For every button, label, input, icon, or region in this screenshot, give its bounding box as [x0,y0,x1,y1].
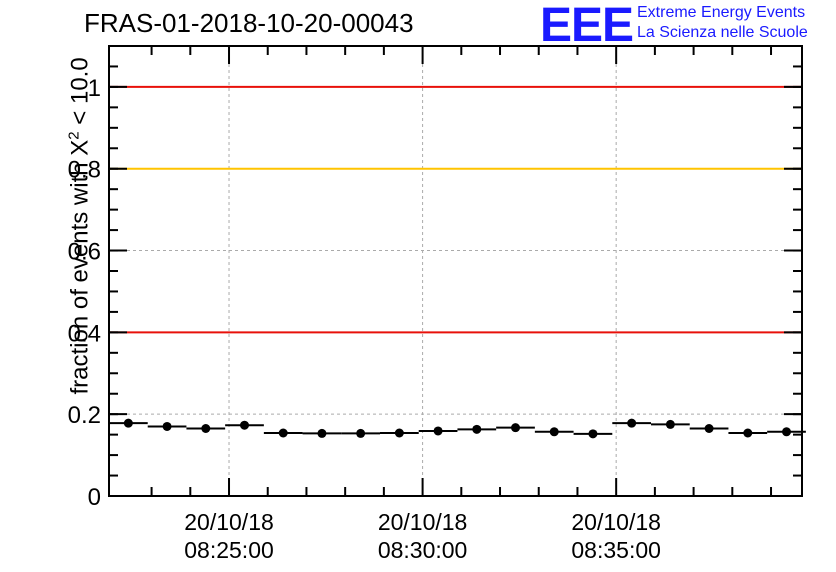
y-tick-label: 0.6 [68,239,101,266]
data-point [162,421,172,431]
data-point [627,418,637,428]
data-point [394,428,404,438]
reference-lines [109,85,802,334]
y-tick-label: 0.8 [68,157,101,184]
eee-logo: EEE [540,0,634,52]
x-tick-label-date: 20/10/18 [571,509,661,535]
y-axis-label: fraction of events with X2 < 10.0 [65,57,94,395]
data-points [109,418,806,439]
data-point [511,423,521,433]
x-tick-label-date: 20/10/18 [378,509,468,535]
data-point [240,420,250,430]
y-tick-label: 1 [88,75,101,102]
chart-title: FRAS-01-2018-10-20-00043 [84,8,414,38]
data-point [665,419,675,429]
y-axis: 0 0.2 0.4 0.6 0.8 1 [68,45,802,511]
data-point [743,428,753,438]
y-tick-label: 0 [88,484,101,511]
data-point [123,418,133,428]
x-axis: 20/10/1808:25:0020/10/1808:30:0020/10/18… [150,46,773,563]
x-tick-label-time: 08:25:00 [184,537,274,563]
data-point [782,427,792,437]
data-point [704,424,714,433]
y-tick-label: 0.2 [68,402,101,429]
data-point [201,424,211,433]
y-tick-label: 0.4 [68,320,101,347]
data-point [472,424,482,434]
data-point [433,426,443,436]
data-point [549,427,559,437]
x-tick-label-date: 20/10/18 [184,509,274,535]
data-point [278,428,288,438]
data-point [317,428,327,438]
x-tick-label-time: 08:30:00 [378,537,468,563]
data-point [588,429,598,439]
data-point [356,428,366,438]
x-tick-label-time: 08:35:00 [571,537,661,563]
logo-line-1: Extreme Energy Events [637,4,806,21]
logo-line-2: La Scienza nelle Scuole [637,24,808,41]
